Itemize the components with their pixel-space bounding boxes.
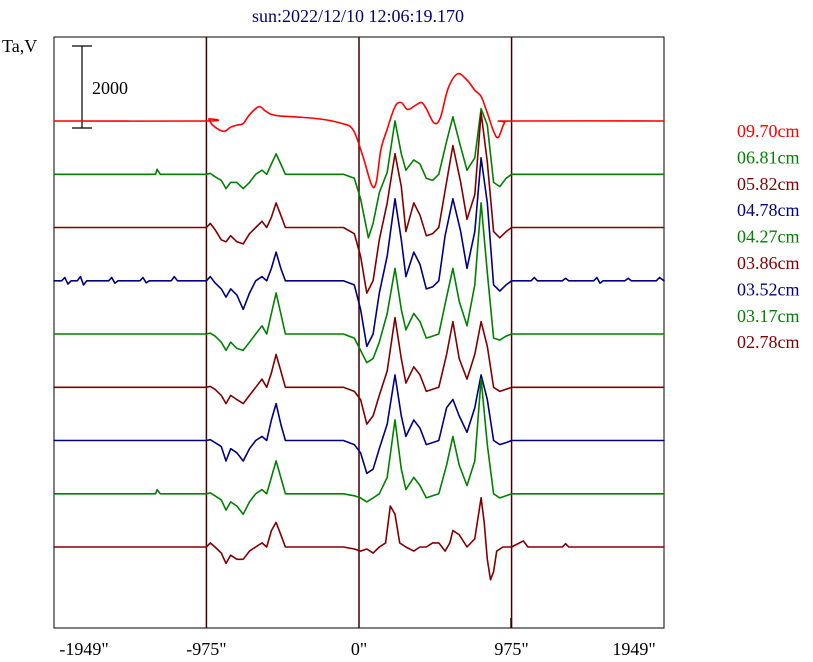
trace-03.52cm	[53, 374, 665, 475]
x-tick-label-1: -975"	[186, 639, 226, 659]
trace-03.86cm	[53, 316, 665, 425]
trace-03.17cm	[53, 378, 665, 516]
trace-05.82cm	[53, 111, 665, 294]
legend-entry-0: 09.70cm	[737, 121, 800, 141]
legend-entry-4: 04.27cm	[737, 227, 800, 247]
scale-bar: 2000	[72, 45, 128, 129]
legend-entry-1: 06.81cm	[737, 147, 800, 167]
legend-entry-6: 03.52cm	[737, 279, 800, 299]
trace-06.81cm	[53, 107, 665, 239]
x-tick-label-2: 0"	[351, 639, 367, 659]
x-tick-label-4: 1949"	[612, 639, 655, 659]
vertical-grid	[205, 37, 513, 628]
legend-entry-5: 03.86cm	[737, 253, 800, 273]
x-tick-label-0: -1949"	[59, 639, 108, 659]
legend: 09.70cm 06.81cm 05.82cm 04.78cm 04.27cm 03.86…	[737, 121, 800, 352]
scale-bar-label: 2000	[92, 78, 128, 98]
trace-02.78cm	[53, 497, 665, 581]
legend-entry-2: 05.82cm	[737, 174, 800, 194]
y-axis-label: Ta,V	[2, 36, 37, 56]
traces	[53, 72, 665, 581]
legend-entry-3: 04.78cm	[737, 200, 800, 220]
trace-04.78cm	[53, 157, 665, 348]
trace-04.27cm	[53, 202, 665, 364]
x-tick-labels: -1949" -975" 0" 975" 1949"	[59, 639, 655, 659]
legend-entry-8: 02.78cm	[737, 332, 800, 352]
chart-title: sun:2022/12/10 12:06:19.170	[252, 6, 464, 26]
trace-09.70cm	[53, 72, 665, 189]
legend-entry-7: 03.17cm	[737, 306, 800, 326]
x-tick-label-3: 975"	[494, 639, 528, 659]
